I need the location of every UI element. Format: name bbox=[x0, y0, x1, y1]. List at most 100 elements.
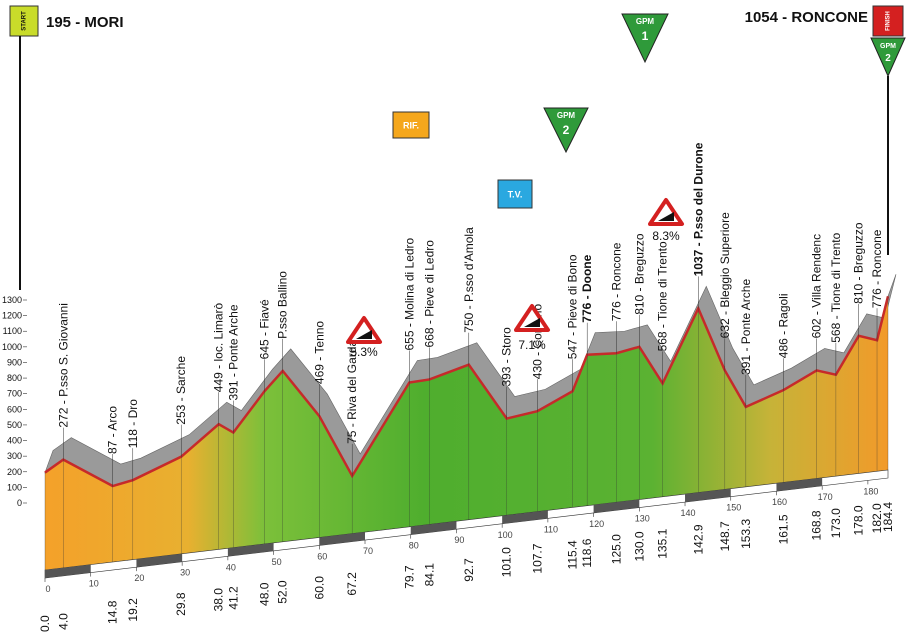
x-tick-label: 50 bbox=[272, 557, 282, 567]
y-tick-label: 1300 bbox=[2, 295, 22, 305]
km-label: 161.5 bbox=[776, 514, 790, 544]
waypoint-label: 391 - Ponte Arche bbox=[226, 304, 240, 400]
x-tick-label: 100 bbox=[498, 530, 513, 540]
waypoint-label: 391 - Ponte Arche bbox=[739, 279, 753, 375]
gpm-badge bbox=[543, 107, 589, 154]
km-label: 4.0 bbox=[56, 613, 70, 630]
gradient-sign: 7.1% bbox=[514, 304, 550, 352]
profile-area bbox=[45, 296, 888, 570]
y-tick-label: 1000 bbox=[2, 342, 22, 352]
x-tick-label: 20 bbox=[134, 573, 144, 583]
waypoint-label: P.sso Ballino bbox=[276, 271, 290, 339]
km-label: 153.3 bbox=[739, 519, 753, 549]
waypoint-label: 655 - Molina di Ledro bbox=[402, 237, 416, 350]
start-title: 195 - MORI bbox=[46, 14, 124, 31]
gradient-sign: 8.3% bbox=[648, 198, 684, 243]
waypoint-label: 118 - Dro bbox=[126, 399, 140, 448]
y-tick-label: 900 bbox=[7, 357, 22, 367]
km-label: 79.7 bbox=[402, 565, 416, 589]
x-tick-label: 40 bbox=[226, 562, 236, 572]
waypoint-label: 393 - Storo bbox=[500, 327, 514, 387]
km-label: 38.0 bbox=[212, 588, 226, 612]
km-label: 29.8 bbox=[174, 592, 188, 616]
sprint-badge bbox=[497, 179, 533, 209]
x-tick-label: 120 bbox=[589, 519, 604, 529]
y-tick-label: 0 bbox=[17, 498, 22, 508]
gpm-text: GPM bbox=[557, 111, 576, 120]
baseline-segment bbox=[410, 521, 457, 535]
km-label: 184.4 bbox=[881, 502, 895, 532]
start-badge-text: START bbox=[22, 11, 28, 31]
feed-badge bbox=[392, 111, 430, 139]
x-tick-label: 110 bbox=[544, 524, 558, 534]
y-tick-label: 1100 bbox=[3, 326, 22, 336]
finish-badge bbox=[872, 5, 904, 37]
waypoint-label: 253 - Sarche bbox=[174, 356, 188, 425]
waypoint-label: 547 - Pieve di Bono bbox=[566, 254, 580, 359]
baseline-segment bbox=[776, 477, 823, 492]
km-label: 182.0 bbox=[870, 503, 884, 533]
km-label: 168.8 bbox=[810, 510, 824, 540]
gpm-text: GPM bbox=[636, 17, 655, 26]
gpm-badge bbox=[621, 13, 669, 64]
km-label: 67.2 bbox=[345, 572, 359, 596]
waypoint-label: 75 - Riva del Garda bbox=[345, 340, 359, 444]
km-label: 118.6 bbox=[580, 538, 594, 567]
waypoint-label: 776 - Roncone bbox=[609, 242, 623, 321]
y-tick-label: 200 bbox=[7, 467, 22, 477]
x-tick-label: 0 bbox=[45, 584, 50, 594]
km-label: 14.8 bbox=[106, 600, 120, 624]
y-tick-label: 300 bbox=[7, 451, 22, 461]
finish-title: 1054 - RONCONE bbox=[745, 9, 868, 26]
gradient-label: 8.3% bbox=[652, 229, 680, 243]
km-label: 125.0 bbox=[609, 534, 623, 564]
km-label: 130.0 bbox=[632, 531, 646, 561]
gradient-label: 7.1% bbox=[518, 338, 546, 352]
x-tick-label: 10 bbox=[89, 579, 99, 589]
x-tick-label: 150 bbox=[726, 503, 741, 513]
gradient-sign: 5.3% bbox=[346, 316, 382, 359]
baseline-segment bbox=[593, 499, 640, 513]
baseline-segment bbox=[45, 564, 91, 578]
x-tick-label: 140 bbox=[681, 508, 696, 518]
waypoint-label: 645 - Fiavé bbox=[257, 299, 271, 359]
km-label: 173.0 bbox=[829, 508, 843, 538]
sprint-text: T.V. bbox=[508, 189, 523, 199]
y-tick-label: 500 bbox=[7, 420, 22, 430]
waypoint-label: 750 - P.sso d'Amola bbox=[462, 227, 476, 333]
finish-badge-text: FINISH bbox=[886, 11, 892, 31]
waypoint-label: 776 - Doone bbox=[580, 254, 594, 322]
waypoint-label: 1037 - P.sso del Durone bbox=[691, 142, 705, 276]
km-label: 19.2 bbox=[126, 598, 140, 622]
waypoint-label: 810 - Breguzzo bbox=[632, 233, 646, 315]
y-tick-label: 600 bbox=[7, 404, 22, 414]
x-tick-label: 80 bbox=[409, 541, 419, 551]
x-tick-label: 130 bbox=[635, 514, 650, 524]
km-label: 52.0 bbox=[276, 580, 290, 604]
x-tick-label: 60 bbox=[317, 551, 327, 561]
gpm-text: GPM bbox=[880, 43, 896, 50]
waypoint-label: 486 - Ragoli bbox=[776, 293, 790, 358]
gpm-category: 2 bbox=[563, 123, 570, 137]
km-label: 101.0 bbox=[500, 547, 514, 577]
x-tick-label: 30 bbox=[180, 568, 190, 578]
km-label: 135.1 bbox=[656, 528, 670, 558]
waypoint-label: 568 - Tione di Trento bbox=[829, 232, 843, 342]
waypoint-label: 469 - Tenno bbox=[312, 321, 326, 384]
gradient-label: 5.3% bbox=[350, 345, 378, 359]
baseline-segment bbox=[502, 510, 548, 524]
gpm-category: 1 bbox=[642, 29, 649, 43]
y-tick-label: 100 bbox=[7, 482, 22, 492]
y-tick-label: 700 bbox=[7, 389, 22, 399]
waypoint-label: 272 - P.sso S. Giovanni bbox=[56, 303, 70, 428]
axis: 0100200300400500600700800900100011001200… bbox=[2, 295, 878, 594]
plot bbox=[44, 274, 897, 579]
y-tick-label: 800 bbox=[7, 373, 22, 383]
gpm-badge bbox=[870, 37, 906, 78]
km-label: 178.0 bbox=[852, 505, 866, 535]
km-label: 41.2 bbox=[226, 586, 240, 610]
x-tick-label: 70 bbox=[363, 546, 373, 556]
x-tick-label: 90 bbox=[454, 535, 464, 545]
y-tick-label: 1200 bbox=[2, 311, 22, 321]
